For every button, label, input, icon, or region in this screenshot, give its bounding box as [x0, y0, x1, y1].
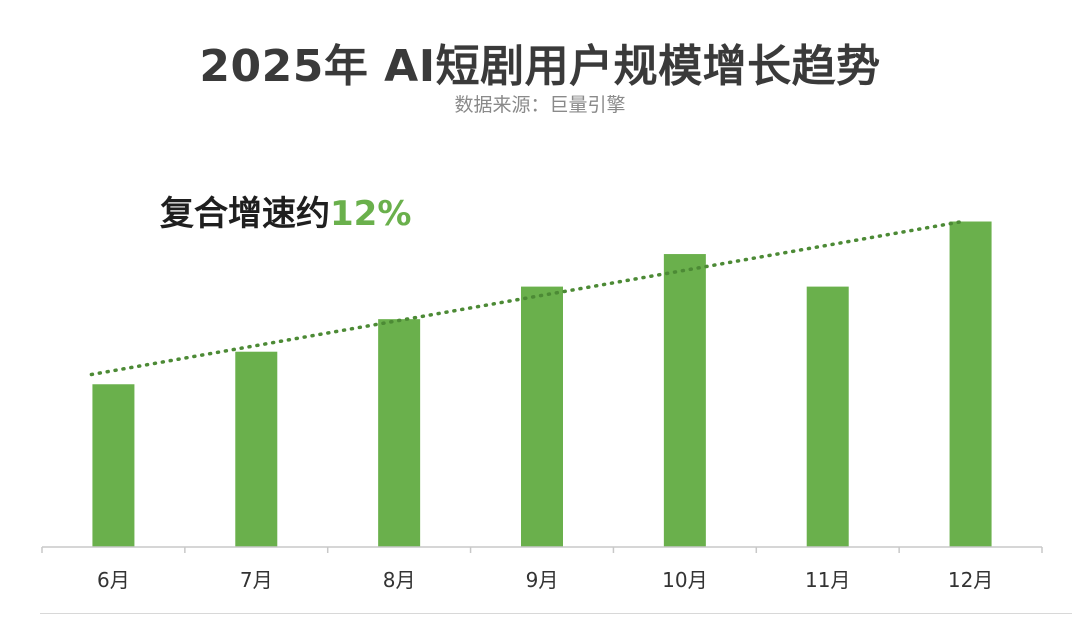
x-tick-label-6: 11月 — [805, 568, 850, 592]
x-tick-label-4: 9月 — [526, 568, 559, 592]
x-tick-label-3: 8月 — [383, 568, 416, 592]
x-tick-label-1: 6月 — [97, 568, 130, 592]
growth-annotation-value: 12% — [330, 194, 412, 234]
x-tick-label-7: 12月 — [948, 568, 993, 592]
x-tick-label-5: 10月 — [662, 568, 707, 592]
bar-4 — [521, 286, 563, 547]
bar-1 — [92, 384, 135, 547]
growth-annotation: 复合增速约12% — [160, 186, 411, 235]
bar-7 — [949, 221, 992, 547]
trend-line — [89, 219, 965, 377]
chart-title: 2025年 AI短剧用户规模增长趋势 — [199, 41, 881, 92]
x-tick-label-2: 7月 — [240, 568, 273, 592]
chart-subtitle: 数据来源：巨量引擎 — [454, 94, 626, 116]
bottom-divider — [40, 613, 1072, 614]
bar-3 — [378, 319, 421, 547]
bar-2 — [235, 351, 278, 547]
bar-5 — [663, 254, 706, 547]
growth-annotation-label: 复合增速约 — [160, 194, 330, 234]
bar-6 — [806, 286, 849, 547]
